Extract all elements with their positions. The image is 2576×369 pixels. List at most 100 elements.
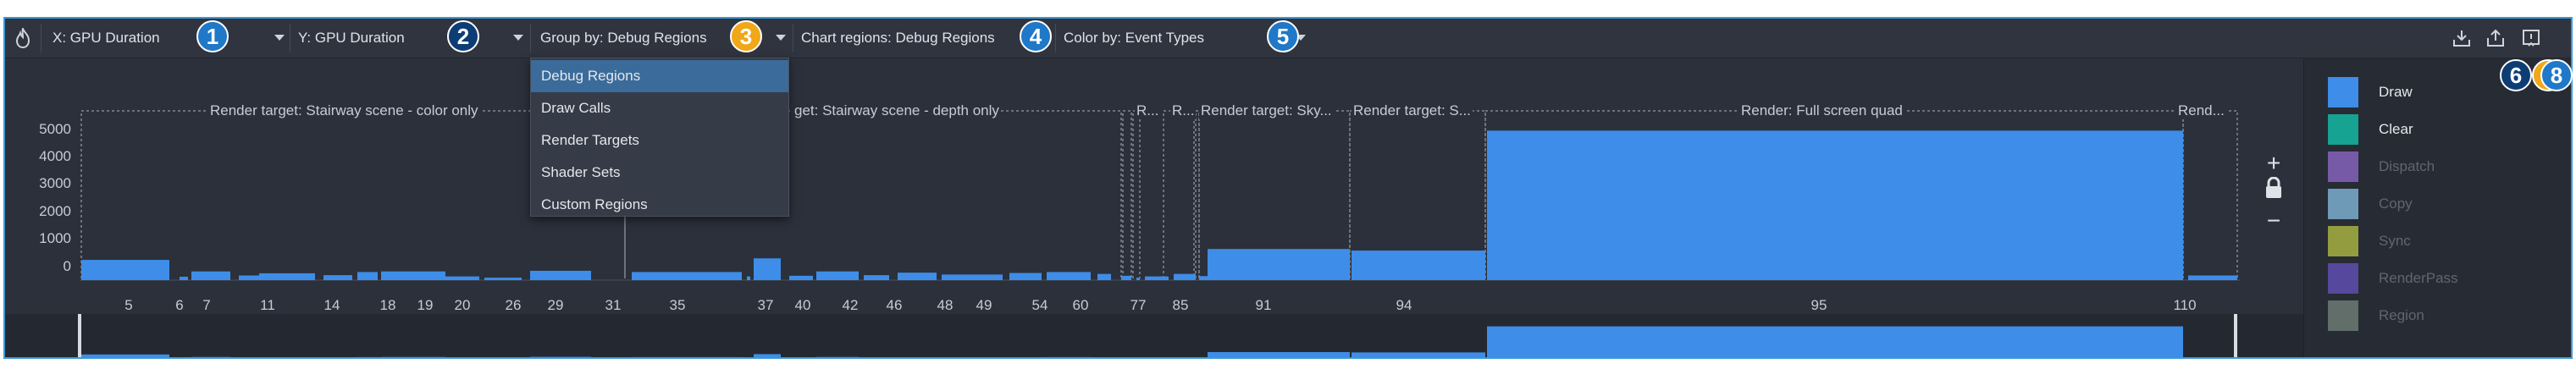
- chart-bar[interactable]: [864, 275, 889, 280]
- x-axis-selector[interactable]: X: GPU Duration: [53, 19, 160, 58]
- x-tick-label: 91: [1255, 297, 1272, 313]
- chart-bar[interactable]: [323, 275, 352, 280]
- overview-bar: [1097, 357, 1111, 359]
- chart-bar[interactable]: [816, 271, 859, 280]
- x-tick-label: 5: [124, 297, 133, 313]
- chart-bar[interactable]: [530, 270, 591, 280]
- chart-bar[interactable]: [632, 272, 742, 280]
- overview-bar: [1352, 352, 1485, 357]
- chart-bar[interactable]: [484, 278, 522, 280]
- overview-range-handle[interactable]: [78, 314, 81, 359]
- chart-bar[interactable]: [445, 276, 479, 280]
- chart-bar[interactable]: [1174, 273, 1196, 280]
- zoom-in-button[interactable]: +: [2266, 150, 2281, 176]
- legend-item[interactable]: Copy: [2328, 189, 2413, 219]
- legend-label: Clear: [2379, 121, 2413, 137]
- chart-bar[interactable]: [191, 271, 230, 280]
- chart-bar[interactable]: [747, 276, 750, 280]
- lock-icon[interactable]: [2261, 176, 2286, 205]
- group-by-dropdown-menu[interactable]: Debug Regions Draw Calls Render Targets …: [530, 58, 789, 217]
- x-tick-label: 49: [976, 297, 992, 313]
- chart-bar[interactable]: [1208, 249, 1350, 280]
- chart-bar[interactable]: [1097, 273, 1111, 280]
- legend-swatch: [2328, 114, 2358, 145]
- region-bracket: [1163, 110, 1195, 278]
- overview-bar: [323, 358, 352, 359]
- chart-bar[interactable]: [789, 275, 813, 280]
- overview-bar: [530, 356, 591, 357]
- color-by-selector[interactable]: Color by: Event Types: [1064, 19, 1204, 58]
- group-by-chevron-down-icon[interactable]: [776, 35, 786, 41]
- x-tick-label: 19: [417, 297, 434, 313]
- region-label: Render: Full screen quad: [1739, 102, 1904, 119]
- chart-bar[interactable]: [1121, 275, 1131, 280]
- chart-bar[interactable]: [2188, 275, 2237, 280]
- chart-area[interactable]: 5000 4000 3000 2000 1000 0 Render target…: [5, 58, 2303, 359]
- overview-bar: [1009, 357, 1042, 359]
- overview-chart[interactable]: [5, 314, 2303, 359]
- chart-bar[interactable]: [754, 258, 781, 280]
- x-tick-label: 94: [1396, 297, 1412, 313]
- legend-swatch: [2328, 300, 2358, 331]
- x-tick-label: 14: [323, 297, 340, 313]
- y-tick-label: 4000: [39, 148, 71, 164]
- menu-item-custom-regions[interactable]: Custom Regions: [541, 196, 648, 212]
- chart-bar[interactable]: [259, 273, 315, 280]
- chart-bar[interactable]: [357, 272, 378, 280]
- color-by-label: Color by: Event Types: [1064, 30, 1204, 46]
- chart-bar[interactable]: [239, 275, 259, 280]
- legend-item[interactable]: Clear: [2328, 114, 2413, 145]
- chart-regions-selector[interactable]: Chart regions: Debug Regions: [801, 19, 995, 58]
- legend-swatch: [2328, 263, 2358, 294]
- menu-item-draw-calls[interactable]: Draw Calls: [541, 100, 611, 116]
- chart-bar[interactable]: [1009, 273, 1042, 280]
- legend-swatch: [2328, 226, 2358, 256]
- menu-item-shader-sets[interactable]: Shader Sets: [541, 164, 621, 180]
- overview-bar: [1047, 356, 1091, 357]
- bar-chart[interactable]: [5, 58, 2303, 359]
- event-type-legend: Draw Clear Dispatch Copy Sync RenderPass Regio…: [2303, 58, 2571, 357]
- chart-bar[interactable]: [381, 271, 445, 280]
- menu-item-debug-regions[interactable]: Debug Regions: [531, 60, 788, 92]
- chart-bar[interactable]: [942, 274, 1003, 280]
- legend-item[interactable]: Draw: [2328, 77, 2413, 107]
- legend-item[interactable]: Region: [2328, 300, 2424, 331]
- menu-item-render-targets[interactable]: Render Targets: [541, 132, 639, 148]
- x-tick-label: 37: [757, 297, 774, 313]
- overview-minimap[interactable]: [5, 314, 2303, 359]
- flame-icon[interactable]: [10, 25, 36, 51]
- overview-bar: [1145, 358, 1169, 359]
- legend-label: Draw: [2379, 84, 2413, 100]
- group-by-label: Group by: Debug Regions: [540, 30, 707, 46]
- x-tick-label: 31: [605, 297, 622, 313]
- share-icon[interactable]: [2483, 25, 2508, 51]
- chart-bar[interactable]: [180, 276, 188, 280]
- overview-bar: [2188, 358, 2237, 359]
- overview-range-handle[interactable]: [2234, 314, 2237, 359]
- download-icon[interactable]: [2449, 25, 2474, 51]
- y-axis-selector[interactable]: Y: GPU Duration: [298, 19, 405, 58]
- chart-bar[interactable]: [81, 260, 169, 280]
- chart-bar[interactable]: [1199, 276, 1208, 280]
- legend-label: RenderPass: [2379, 270, 2458, 286]
- chart-bar[interactable]: [1047, 272, 1091, 280]
- color-by-chevron-down-icon[interactable]: [1296, 35, 1306, 41]
- y-axis-chevron-down-icon[interactable]: [513, 35, 523, 41]
- overview-bar: [381, 356, 445, 357]
- legend-item[interactable]: RenderPass: [2328, 263, 2458, 294]
- chart-bar[interactable]: [1487, 130, 2183, 280]
- zoom-out-button[interactable]: −: [2266, 207, 2281, 234]
- legend-item[interactable]: Dispatch: [2328, 151, 2435, 182]
- chart-bar[interactable]: [898, 273, 937, 280]
- chart-bar[interactable]: [1145, 276, 1169, 280]
- chart-bar[interactable]: [1352, 251, 1485, 280]
- x-tick-label: 35: [669, 297, 686, 313]
- group-by-selector[interactable]: Group by: Debug Regions: [540, 19, 707, 58]
- overview-bar: [484, 358, 522, 359]
- details-panel-icon[interactable]: [2518, 25, 2544, 51]
- x-axis-chevron-down-icon[interactable]: [274, 35, 285, 41]
- overview-bar: [445, 358, 479, 359]
- chart-bar[interactable]: [1136, 278, 1140, 280]
- overview-bar: [754, 354, 781, 357]
- legend-item[interactable]: Sync: [2328, 226, 2411, 256]
